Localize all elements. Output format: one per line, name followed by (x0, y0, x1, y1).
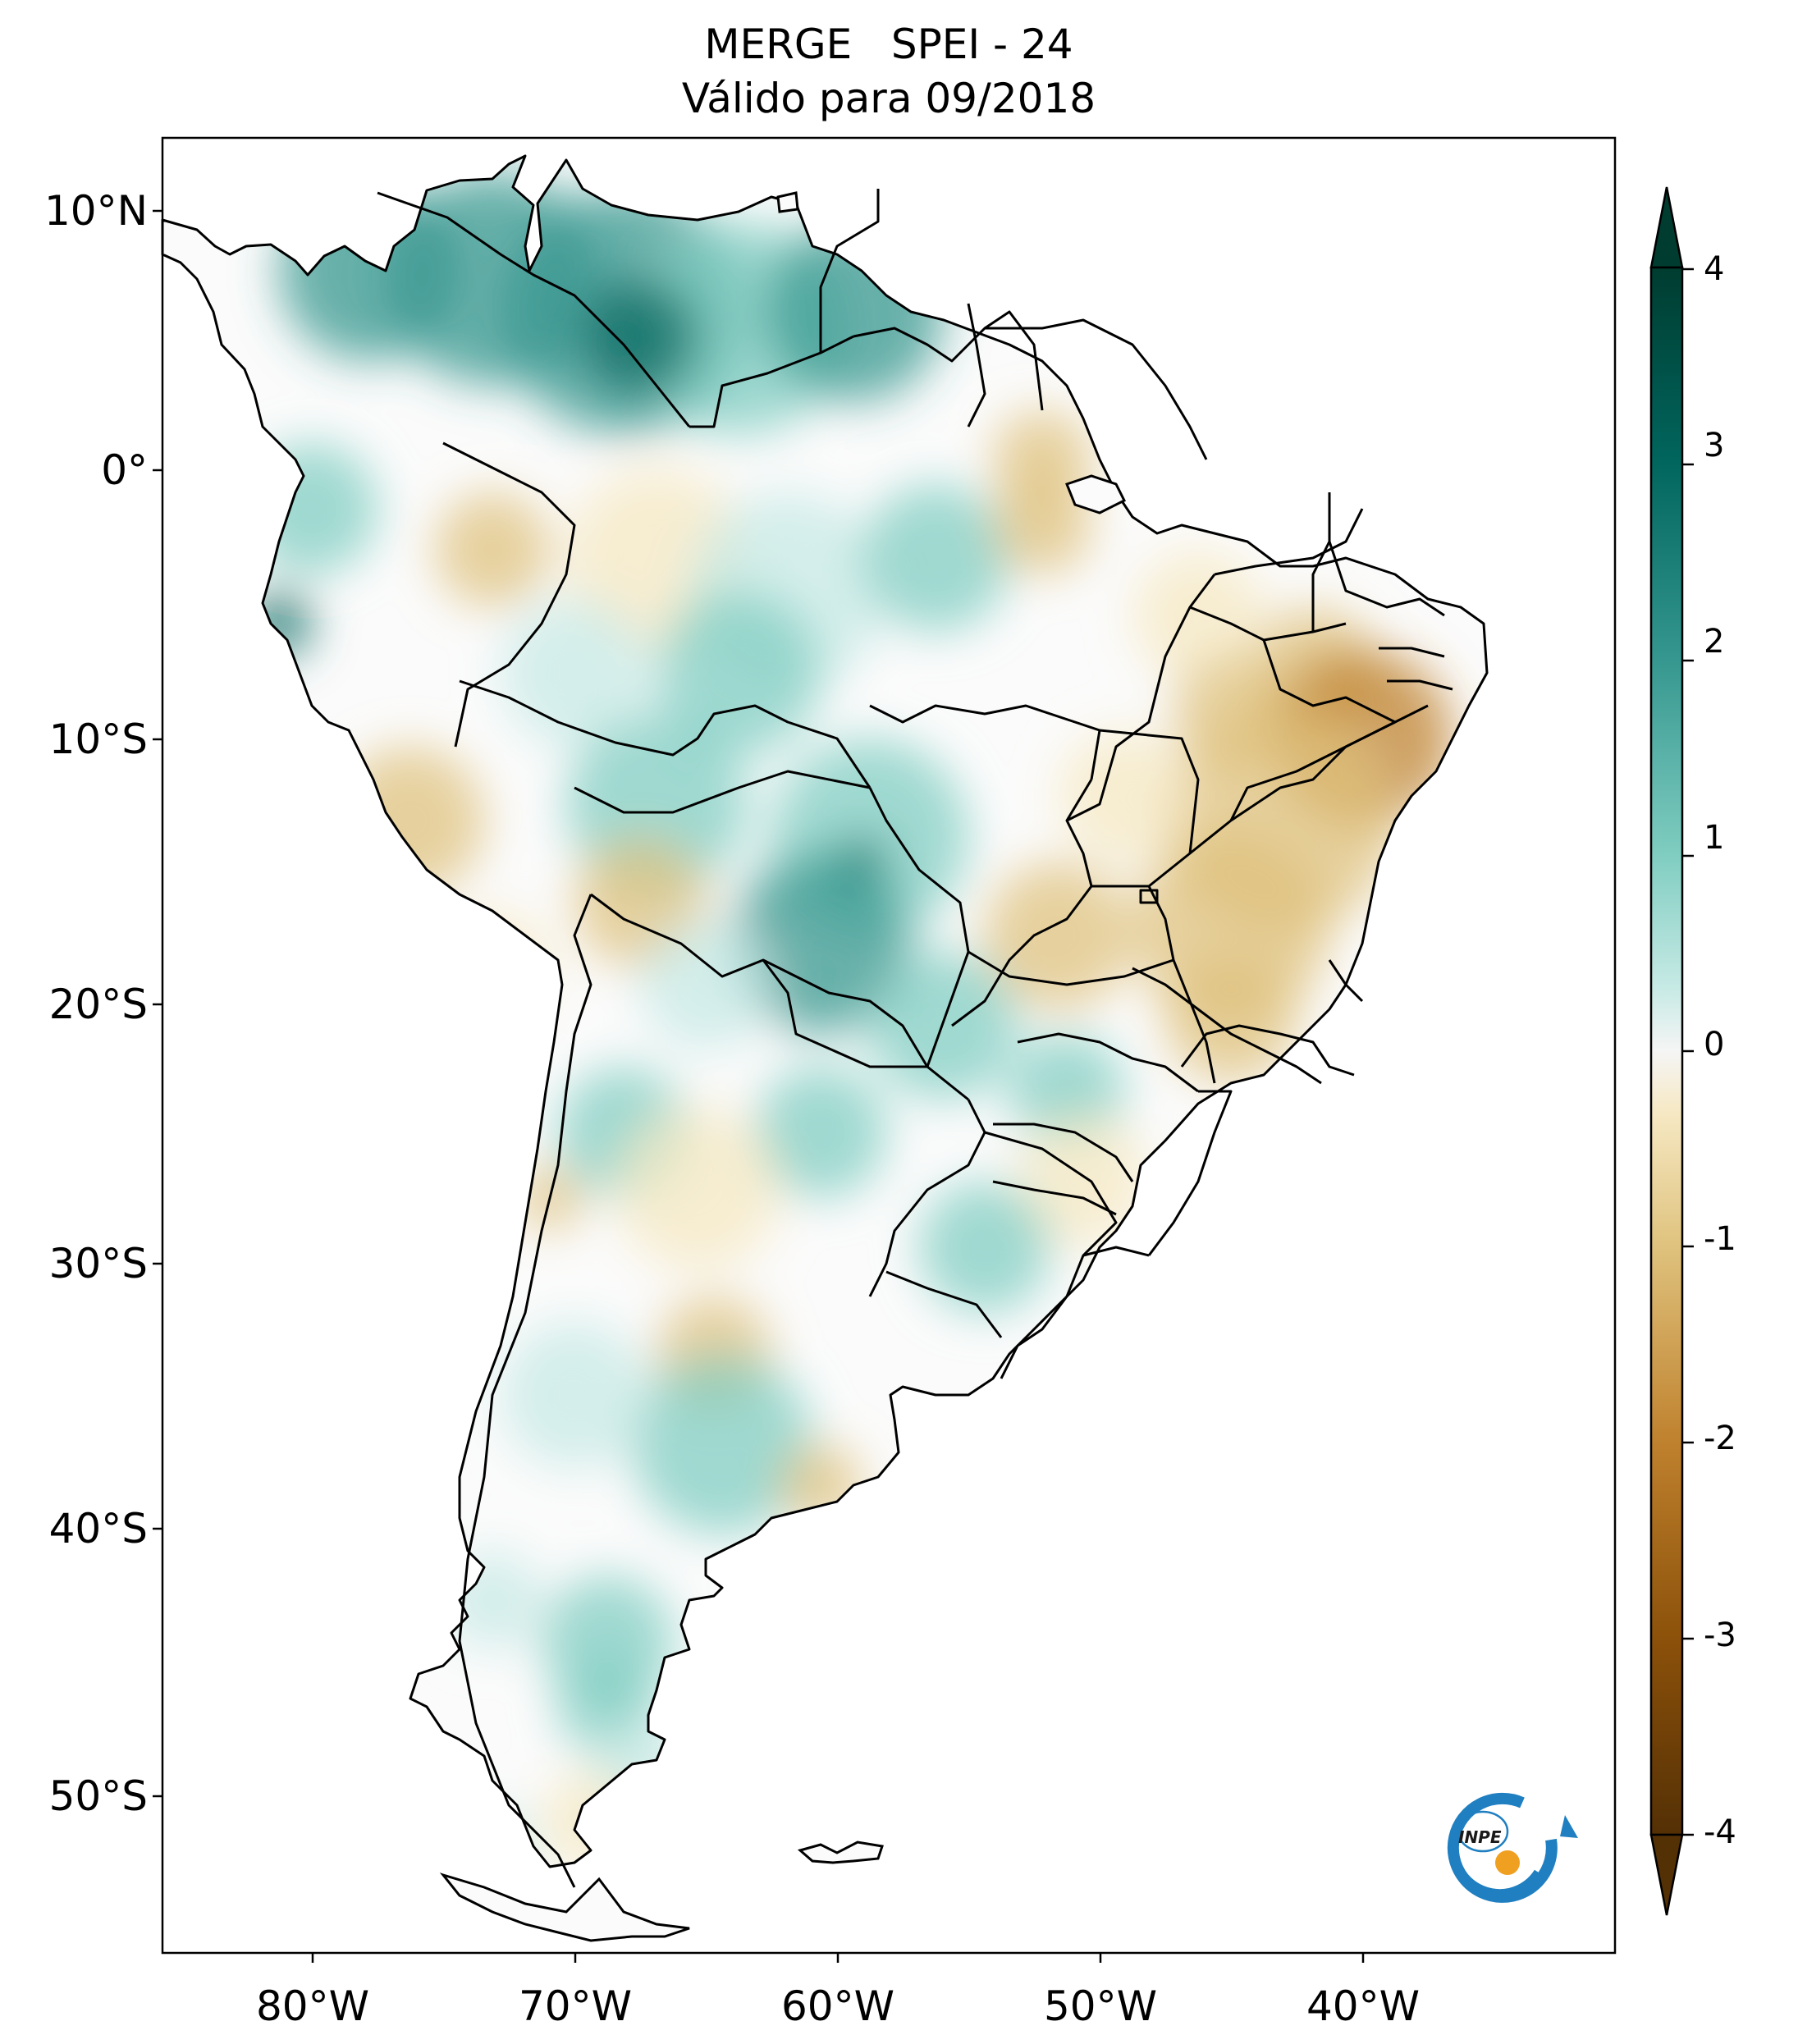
anomaly-patch (435, 492, 550, 607)
colorbar-label: -2 (1704, 1420, 1736, 1457)
colorbar-label: -3 (1704, 1616, 1736, 1654)
anomaly-patch (501, 1321, 648, 1469)
colorbar-label: 0 (1704, 1026, 1725, 1063)
lat-label-50s: 50°S (48, 1772, 148, 1820)
anomaly-patch (870, 952, 1018, 1100)
anomaly-patch (657, 591, 821, 755)
marajo-island (1065, 474, 1127, 514)
logo-sun-dot (1495, 1850, 1520, 1875)
lat-label-30s: 30°S (48, 1240, 148, 1287)
border-line (1099, 729, 1200, 854)
border-line (1132, 967, 1322, 1085)
axis-ticks (153, 209, 1365, 1963)
logo-arrow (1560, 1815, 1578, 1838)
colorbar-label: 1 (1704, 819, 1725, 857)
border-line (1379, 647, 1445, 658)
colorbar-label: 3 (1704, 427, 1725, 464)
border-line (458, 894, 592, 1888)
border-line (1147, 885, 1216, 1084)
border-line (853, 318, 1208, 460)
border-line (1328, 959, 1364, 1003)
colorbar-min-extension (1649, 1833, 1684, 1916)
map-subtitle: Válido para 09/2018 (681, 75, 1096, 122)
falkland-islands (797, 1841, 884, 1864)
border-line (377, 191, 691, 428)
anomaly-patch (1059, 730, 1190, 862)
inpe-logo: INPE (1447, 1792, 1578, 1903)
border-line (762, 959, 969, 1101)
colorbar-label: -1 (1704, 1220, 1736, 1258)
lat-label-40s: 40°S (48, 1505, 148, 1552)
colorbar-label: 4 (1704, 250, 1725, 288)
tierra-del-fuego (439, 1873, 690, 1942)
border-line (993, 1123, 1134, 1182)
border-line (1139, 889, 1159, 904)
border-line (967, 303, 986, 428)
anomaly-patch (1132, 550, 1264, 681)
lon-label-40w: 40°W (1306, 1982, 1421, 2030)
map-title: MERGE SPEI - 24 (704, 21, 1073, 68)
colorbar-body (1649, 266, 1684, 1836)
border-line (868, 787, 970, 1068)
country-borders (377, 189, 1453, 1888)
border-line (869, 704, 1101, 780)
anomaly-patch (919, 1182, 1050, 1313)
border-line (590, 893, 929, 1068)
border-line (1387, 679, 1453, 691)
colorbar-label: -4 (1704, 1813, 1736, 1851)
lat-label-0: 0° (101, 446, 148, 494)
border-line (1311, 492, 1331, 632)
border-line (574, 770, 871, 814)
border-line (1091, 720, 1396, 888)
lat-label-20s: 20°S (48, 981, 148, 1028)
logo-orbit (1457, 1810, 1509, 1853)
anomaly-patch (993, 476, 1091, 574)
border-line (442, 441, 576, 748)
lon-label-80w: 80°W (255, 1982, 370, 2030)
anomaly-patch (640, 919, 771, 1050)
border-line (689, 335, 854, 428)
logo-ring (1447, 1792, 1558, 1903)
anomaly-patch (730, 853, 911, 1034)
border-line (1082, 1246, 1150, 1257)
logo-text: INPE (1458, 1827, 1502, 1847)
islands (439, 191, 1127, 1942)
border-line (1214, 508, 1364, 576)
colorbar (1649, 186, 1694, 1916)
trinidad-island (776, 191, 799, 213)
border-line (1180, 1024, 1355, 1077)
lon-label-60w: 60°W (780, 1982, 895, 2030)
border-line (984, 310, 1044, 411)
border-line (1017, 1032, 1199, 1093)
colorbar-label: 2 (1704, 623, 1725, 661)
border-line (819, 189, 880, 353)
anomaly-patch (583, 279, 698, 394)
lon-label-50w: 50°W (1043, 1982, 1158, 2030)
border-line (951, 779, 1093, 1027)
anomaly-patch (632, 1354, 812, 1534)
border-line (1262, 639, 1396, 724)
border-line (992, 1180, 1117, 1216)
border-line (1147, 1090, 1233, 1256)
anomaly-patch (985, 862, 1132, 1009)
anomaly-patch (501, 599, 648, 747)
border-line (1229, 704, 1429, 821)
lon-label-70w: 70°W (518, 1982, 633, 2030)
lat-label-10s: 10°S (48, 716, 148, 763)
anomaly-patch (615, 1108, 780, 1272)
anomaly-patch (755, 1067, 886, 1198)
border-line (885, 1270, 1003, 1338)
lat-label-10n: 10°N (43, 187, 148, 235)
border-line (1328, 541, 1445, 617)
colorbar-max-extension (1649, 186, 1684, 269)
border-line (459, 679, 872, 789)
anomaly-patch (862, 484, 1009, 632)
